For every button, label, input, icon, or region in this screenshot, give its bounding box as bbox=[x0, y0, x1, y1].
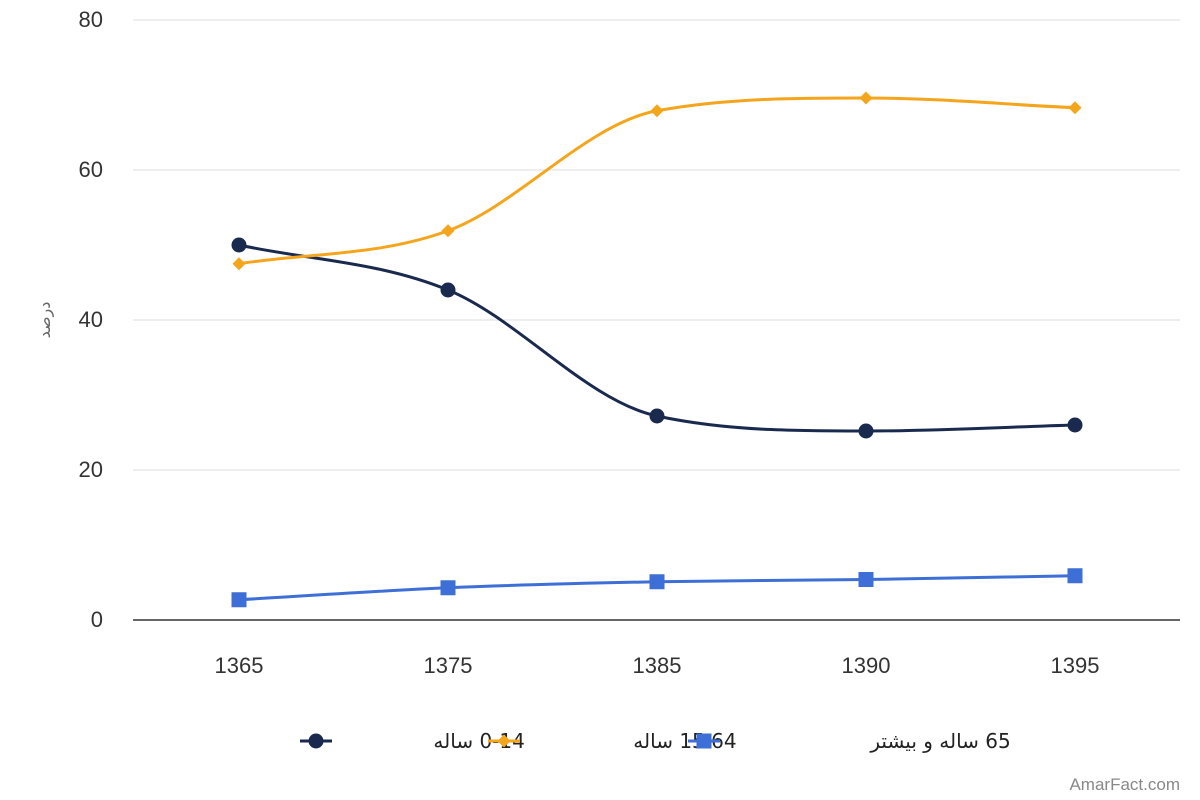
y-tick-label: 80 bbox=[79, 7, 103, 32]
legend-item: 65 ساله و بیشتر bbox=[688, 729, 1011, 753]
y-tick-label: 40 bbox=[79, 307, 103, 332]
series-lines bbox=[238, 96, 1076, 602]
data-point bbox=[440, 282, 456, 298]
legend-label: 65 ساله و بیشتر bbox=[869, 729, 1010, 753]
x-tick-label: 1390 bbox=[842, 653, 891, 678]
series-line bbox=[238, 96, 1076, 266]
y-tick-label: 20 bbox=[79, 457, 103, 482]
y-tick-label: 60 bbox=[79, 157, 103, 182]
data-point bbox=[440, 580, 456, 596]
data-point bbox=[231, 592, 247, 608]
gridlines bbox=[133, 19, 1180, 471]
data-point bbox=[650, 104, 664, 118]
data-point bbox=[858, 423, 874, 439]
data-point bbox=[232, 257, 246, 271]
axes: 0 20 40 60 80 1365 1375 1385 1390 1395 bbox=[79, 7, 1180, 678]
data-point bbox=[649, 408, 665, 424]
data-point bbox=[649, 574, 665, 590]
data-point bbox=[441, 224, 455, 238]
data-point bbox=[858, 572, 874, 587]
legend-marker bbox=[308, 733, 324, 749]
data-point bbox=[1067, 568, 1083, 584]
x-tick-label: 1395 bbox=[1051, 653, 1100, 678]
watermark-text: AmarFact.com bbox=[1069, 775, 1180, 794]
series-markers bbox=[231, 91, 1083, 608]
data-point bbox=[231, 237, 247, 253]
data-point bbox=[859, 91, 873, 105]
y-tick-label: 0 bbox=[91, 607, 103, 632]
legend-label: 15.64 ساله bbox=[633, 729, 736, 753]
data-point bbox=[1068, 101, 1082, 115]
legend-marker bbox=[497, 734, 511, 748]
x-tick-label: 1365 bbox=[215, 653, 264, 678]
y-axis-title: درصد bbox=[35, 302, 55, 339]
data-point bbox=[1067, 417, 1083, 433]
legend-marker bbox=[696, 733, 712, 749]
x-tick-label: 1375 bbox=[424, 653, 473, 678]
x-tick-label: 1385 bbox=[633, 653, 682, 678]
series-line bbox=[238, 243, 1076, 433]
